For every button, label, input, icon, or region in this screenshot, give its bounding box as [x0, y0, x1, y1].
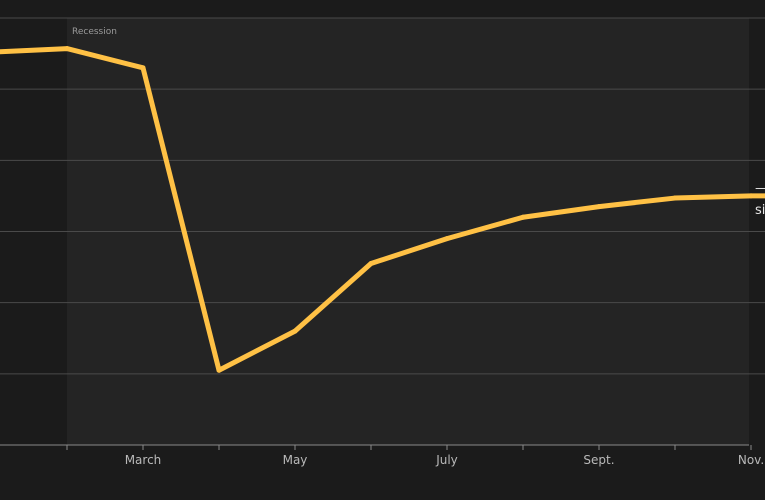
data-point: [64, 46, 70, 52]
data-point: [672, 195, 678, 201]
data-series: [0, 46, 765, 373]
data-point: [292, 328, 298, 334]
data-point: [368, 261, 374, 267]
data-point: [216, 367, 222, 373]
data-point: [596, 204, 602, 210]
x-tick-labels: March May July Sept. Nov.: [125, 453, 764, 467]
data-point: [520, 214, 526, 220]
grid-lines: [0, 17, 765, 375]
x-tick-label: March: [125, 453, 162, 467]
x-tick-label: July: [435, 453, 458, 467]
data-point: [444, 236, 450, 242]
series-line: [0, 46, 765, 373]
end-annotation-line1: —: [755, 181, 765, 196]
recession-label: Recession: [72, 27, 117, 37]
data-point: [748, 193, 754, 199]
x-tick-label: May: [283, 453, 308, 467]
x-tick-label: Nov.: [738, 453, 764, 467]
x-axis: [0, 444, 752, 450]
data-point: [140, 65, 146, 71]
x-tick-label: Sept.: [583, 453, 614, 467]
end-annotation-line2: si: [755, 203, 765, 218]
